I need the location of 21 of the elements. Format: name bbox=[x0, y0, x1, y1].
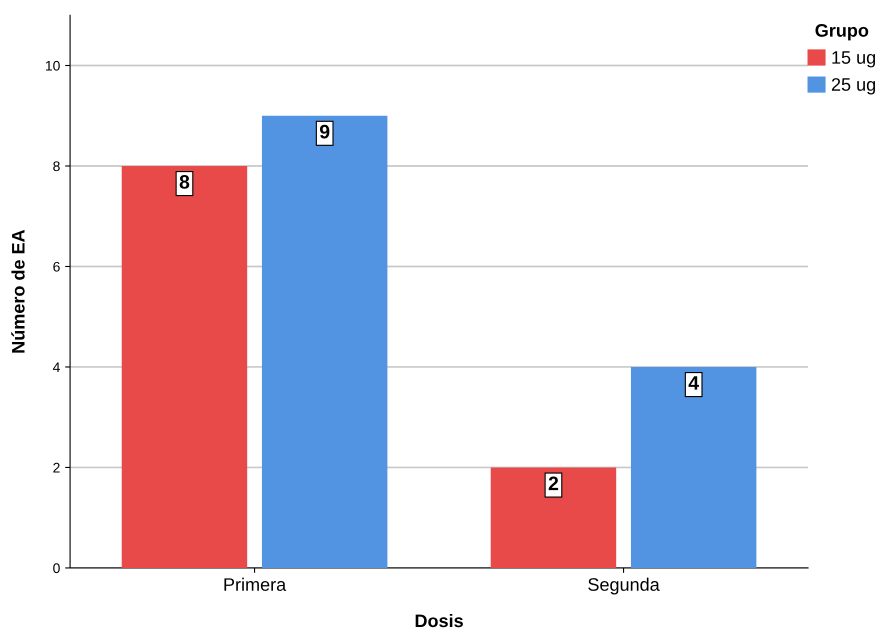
y-tick-label: 4 bbox=[52, 362, 60, 372]
y-axis-title: Número de EA bbox=[11, 230, 25, 353]
y-tick-label: 6 bbox=[53, 262, 60, 272]
bar bbox=[262, 116, 388, 568]
data-label: 4 bbox=[688, 376, 699, 390]
y-tick-label: 0 bbox=[53, 563, 60, 574]
bar bbox=[630, 366, 756, 568]
x-axis-title: Dosis bbox=[416, 614, 463, 628]
x-tick-label: Primera bbox=[224, 578, 286, 591]
bar bbox=[122, 166, 248, 568]
legend-title: Grupo bbox=[816, 24, 868, 40]
y-tick-label: 10 bbox=[46, 60, 60, 71]
legend-label: 15 ug bbox=[832, 51, 876, 68]
legend-label: 25 ug bbox=[832, 78, 876, 94]
bar bbox=[490, 467, 616, 568]
y-tick-label: 2 bbox=[53, 462, 60, 472]
y-tick-label: 8 bbox=[53, 161, 60, 172]
data-label: 8 bbox=[180, 175, 190, 189]
data-label: 9 bbox=[320, 124, 330, 139]
x-tick-label: Segunda bbox=[588, 578, 660, 594]
data-label: 2 bbox=[548, 476, 558, 490]
